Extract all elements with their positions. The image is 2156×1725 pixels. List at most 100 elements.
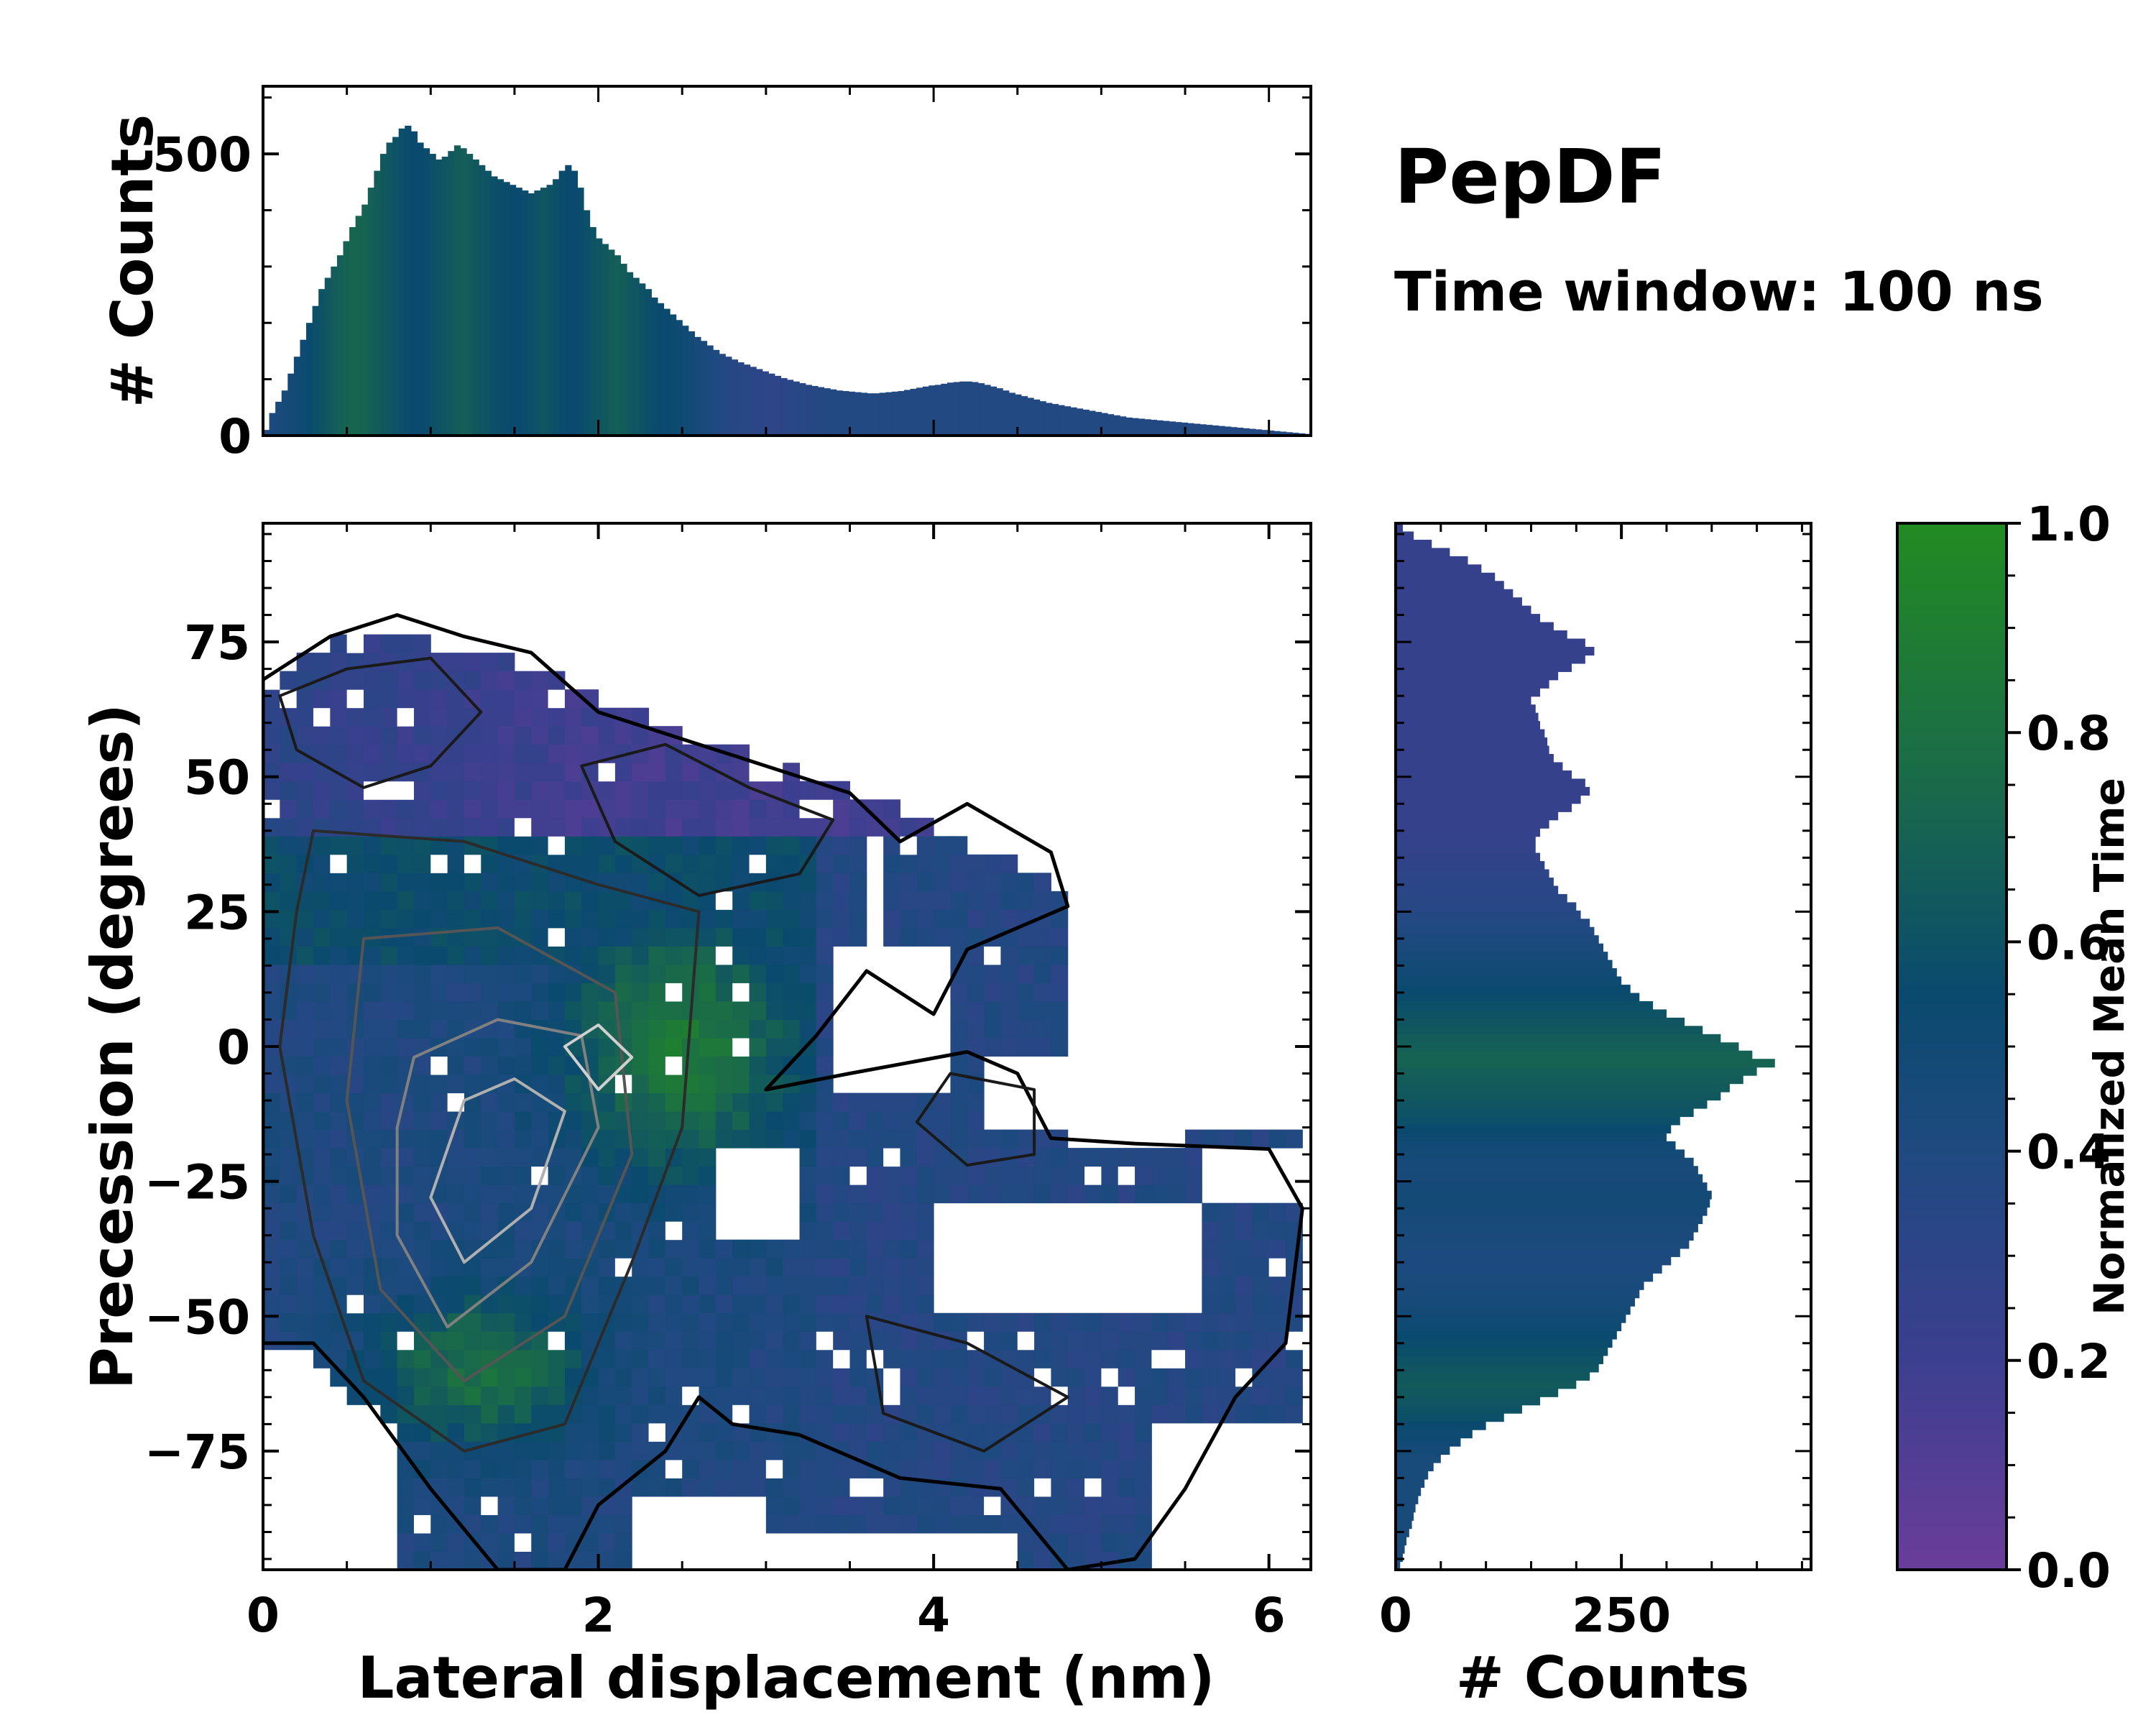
heatmap-cell <box>984 1166 1001 1185</box>
heatmap-cell <box>564 1258 582 1277</box>
heatmap-cell <box>1000 1496 1018 1515</box>
heatmap-cell <box>346 1294 364 1314</box>
heatmap-cell <box>363 726 381 745</box>
heatmap-cell <box>263 781 280 800</box>
heatmap-cell <box>1235 1331 1253 1351</box>
heatmap-cell <box>648 983 666 1002</box>
heatmap-cell <box>1218 1331 1236 1351</box>
heatmap-cell <box>313 1276 331 1295</box>
heatmap-cell <box>363 1056 381 1075</box>
heatmap-cell <box>783 1000 800 1020</box>
right-hist-bar <box>1396 1273 1654 1282</box>
heatmap-cell <box>967 1312 985 1332</box>
heatmap-cell <box>464 817 482 837</box>
heatmap-cell <box>380 1037 398 1057</box>
heatmap-cell <box>447 1148 465 1167</box>
heatmap-cell <box>481 689 499 709</box>
heatmap-cell <box>296 1239 314 1259</box>
heatmap-cell <box>497 927 515 947</box>
top-hist-bar <box>441 156 448 436</box>
heatmap-cell <box>833 799 850 819</box>
heatmap-cell <box>430 1221 448 1241</box>
heatmap-cell <box>313 964 331 983</box>
heatmap-cell <box>749 1312 767 1332</box>
heatmap-cell <box>481 1221 499 1241</box>
heatmap-cell <box>598 1129 616 1149</box>
heatmap-cell <box>1118 1496 1135 1515</box>
heatmap-cell <box>665 763 683 782</box>
top-hist-bar <box>331 266 338 436</box>
heatmap-cell <box>665 781 683 800</box>
top-hist-bar <box>867 393 874 436</box>
heatmap-cell <box>682 909 700 929</box>
top-hist-bar <box>386 142 393 436</box>
heatmap-cell <box>296 1000 314 1020</box>
right-hist-bar <box>1396 646 1595 656</box>
heatmap-cell <box>950 1459 968 1478</box>
heatmap-cell <box>1185 1386 1202 1405</box>
top-hist-bar <box>1169 421 1176 436</box>
heatmap-cell <box>363 763 381 782</box>
heatmap-cell <box>447 964 465 983</box>
heatmap-cell <box>732 854 750 873</box>
heatmap-cell <box>849 1441 867 1460</box>
heatmap-cell <box>447 1532 465 1552</box>
heatmap-cell <box>548 799 566 819</box>
heatmap-cell <box>296 909 314 929</box>
top-hist-bar <box>1015 394 1022 436</box>
heatmap-cell <box>1017 1459 1035 1478</box>
heatmap-cell <box>330 1056 348 1075</box>
heatmap-cell <box>464 1202 482 1222</box>
heatmap-cell <box>413 946 431 965</box>
heatmap-cell <box>481 1166 499 1185</box>
heatmap-cell <box>330 1111 348 1131</box>
heatmap-cell <box>799 1239 817 1259</box>
heatmap-cell <box>464 726 482 745</box>
heatmap-cell <box>665 1092 683 1112</box>
heatmap-cell <box>1218 1386 1236 1405</box>
top-hist-bar <box>583 210 591 436</box>
heatmap-cell <box>413 1331 431 1351</box>
heatmap-cell <box>934 1459 951 1478</box>
heatmap-cell <box>363 854 381 873</box>
heatmap-cell <box>313 817 331 837</box>
heatmap-cell <box>514 1404 532 1424</box>
right-hist-bar <box>1396 1256 1672 1266</box>
heatmap-cell <box>497 1019 515 1039</box>
heatmap-cell <box>682 817 700 837</box>
top-hist-bar <box>306 323 313 436</box>
heatmap-cell <box>783 983 800 1002</box>
heatmap-cell <box>1252 1221 1270 1241</box>
heatmap-cell <box>648 1368 666 1387</box>
heatmap-cell <box>514 799 532 819</box>
heatmap-cell <box>548 1276 566 1295</box>
top-hist-bar <box>737 362 745 436</box>
heatmap-cell <box>883 927 900 947</box>
heatmap-cell <box>564 1404 582 1424</box>
heatmap-cell <box>1051 1514 1069 1534</box>
heatmap-cell <box>833 1349 850 1368</box>
heatmap-cell <box>514 1000 532 1020</box>
heatmap-cell <box>430 1000 448 1020</box>
heatmap-cell <box>397 1202 415 1222</box>
heatmap-cell <box>413 1551 431 1570</box>
heatmap-cell <box>564 1514 582 1534</box>
heatmap-cell <box>531 1478 549 1497</box>
heatmap-cell <box>363 1312 381 1332</box>
heatmap-cell <box>346 1184 364 1204</box>
heatmap-cell <box>833 1331 850 1351</box>
heatmap-cell <box>497 836 515 855</box>
heatmap-cell <box>598 927 616 947</box>
heatmap-cell <box>682 1312 700 1332</box>
heatmap-cell <box>1017 1019 1035 1039</box>
heatmap-cell <box>916 1496 934 1515</box>
heatmap-cell <box>833 1221 850 1241</box>
heatmap-cell <box>682 1368 700 1387</box>
heatmap-cell <box>598 1111 616 1131</box>
heatmap-cell <box>799 1459 817 1478</box>
heatmap-cell <box>765 1019 783 1039</box>
heatmap-cell <box>1235 1202 1253 1222</box>
heatmap-cell <box>632 1148 650 1167</box>
heatmap-cell <box>581 1221 599 1241</box>
heatmap-cell <box>514 1111 532 1131</box>
